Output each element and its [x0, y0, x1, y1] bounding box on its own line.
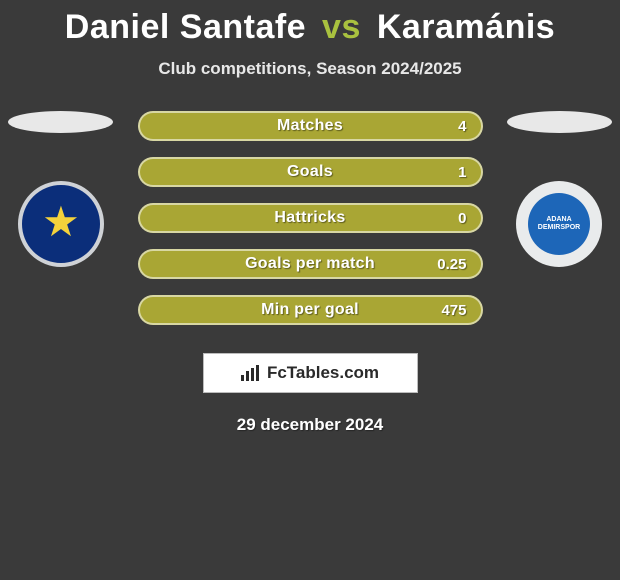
stat-label: Matches	[277, 117, 343, 135]
stat-label: Min per goal	[261, 301, 359, 319]
stat-label: Hattricks	[274, 209, 345, 227]
vs-separator: vs	[322, 8, 361, 46]
brand-text: FcTables.com	[267, 363, 379, 383]
bar-chart-icon	[241, 365, 261, 381]
club-badge-left: ★	[18, 181, 104, 267]
stat-bar: Goals per match 0.25	[138, 249, 483, 279]
stat-value: 475	[441, 302, 466, 319]
stat-value: 1	[458, 164, 466, 181]
subtitle: Club competitions, Season 2024/2025	[0, 59, 620, 79]
stat-bar: Min per goal 475	[138, 295, 483, 325]
page-title: Daniel Santafe vs Karamánis	[0, 0, 620, 47]
player1-oval	[8, 111, 113, 133]
club-right-inner: ADANA DEMIRSPOR	[528, 193, 590, 255]
stat-value: 0	[458, 210, 466, 227]
club-right-text: ADANA DEMIRSPOR	[528, 216, 590, 231]
stat-value: 4	[458, 118, 466, 135]
stat-value: 0.25	[437, 256, 466, 273]
club-badge-right: ADANA DEMIRSPOR	[516, 181, 602, 267]
player1-name: Daniel Santafe	[65, 8, 306, 46]
stat-bar: Hattricks 0	[138, 203, 483, 233]
comparison-content: ★ ADANA DEMIRSPOR Matches 4 Goals 1 Hatt…	[0, 111, 620, 435]
star-icon: ★	[42, 201, 80, 243]
stat-bar: Matches 4	[138, 111, 483, 141]
date-label: 29 december 2024	[0, 415, 620, 435]
player2-oval	[507, 111, 612, 133]
stat-bar: Goals 1	[138, 157, 483, 187]
stat-label: Goals per match	[245, 255, 375, 273]
stat-bars: Matches 4 Goals 1 Hattricks 0 Goals per …	[138, 111, 483, 325]
player2-name: Karamánis	[377, 8, 555, 46]
brand-watermark: FcTables.com	[203, 353, 418, 393]
stat-label: Goals	[287, 163, 333, 181]
